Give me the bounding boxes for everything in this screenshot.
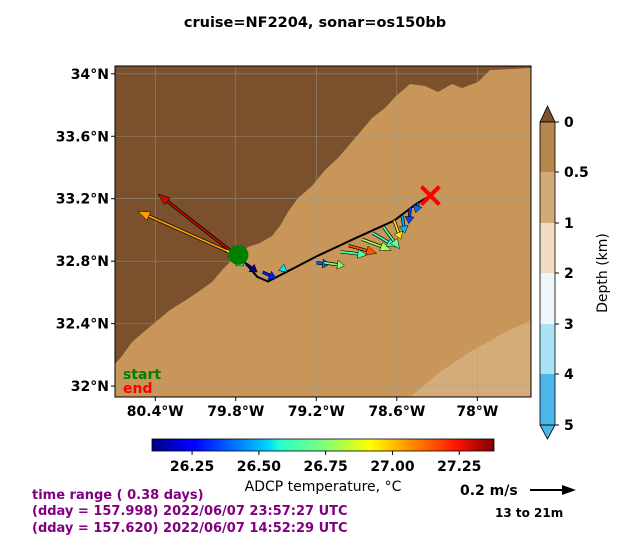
- scale-depth-range: 13 to 21m: [495, 506, 563, 520]
- legend-start: start: [123, 367, 161, 383]
- temp-tick-label: 26.25: [170, 459, 214, 475]
- scale-arrow-head: [562, 485, 576, 495]
- deep-water-area: [410, 320, 531, 397]
- lon-tick-label: 80.4°W: [127, 404, 184, 420]
- depth-tick-label: 4: [564, 367, 574, 383]
- lat-tick-label: 32°N: [71, 379, 109, 395]
- depth-tick-label: 0.5: [564, 165, 589, 181]
- depth-tick-label: 0: [564, 115, 574, 131]
- depth-band: [540, 374, 555, 425]
- velocity-vector: [245, 262, 258, 273]
- end-marker: [419, 185, 441, 207]
- velocity-vector: [398, 215, 409, 234]
- depth-tick-label: 3: [564, 317, 574, 333]
- time-start: (dday = 157.620) 2022/06/07 14:52:29 UTC: [32, 521, 348, 536]
- velocity-vector: [277, 263, 288, 273]
- velocity-vector: [361, 237, 393, 251]
- time-range: time range ( 0.38 days): [32, 488, 204, 503]
- lon-tick-label: 79.8°W: [207, 404, 264, 420]
- latitude-axis: 34°N 33.6°N 33.2°N 32.8°N 32.4°N 32°N: [56, 67, 115, 395]
- depth-band: [540, 223, 555, 273]
- depth-tick-label: 1: [564, 216, 574, 232]
- temperature-gradient: [151, 438, 495, 452]
- velocity-vector: [137, 210, 237, 257]
- velocity-vector: [382, 225, 400, 250]
- velocity-vectors: [137, 193, 423, 280]
- time-info: time range ( 0.38 days) (dday = 157.998)…: [32, 488, 348, 536]
- map-panel: start end: [115, 66, 531, 397]
- velocity-vector: [261, 270, 277, 280]
- velocity-vector: [348, 244, 378, 256]
- start-marker: [228, 244, 249, 265]
- temp-tick-label: 26.50: [237, 459, 282, 475]
- depth-band: [540, 122, 555, 172]
- velocity-vector: [412, 202, 423, 214]
- lat-tick-label: 33.2°N: [56, 192, 109, 208]
- velocity-vector: [324, 259, 345, 270]
- lat-tick-label: 32.8°N: [56, 254, 109, 270]
- lat-tick-label: 32.4°N: [56, 317, 109, 333]
- depth-colorbar-extend-top: [539, 105, 556, 123]
- depth-band: [540, 324, 555, 374]
- map-frame: [114, 65, 532, 398]
- scale-label: 0.2 m/s: [460, 483, 518, 499]
- temp-tick-label: 27.00: [370, 459, 415, 475]
- map-grid: [115, 66, 531, 397]
- scale-key: 0.2 m/s 13 to 21m: [460, 483, 576, 520]
- chart-title: cruise=NF2204, sonar=os150bb: [184, 15, 446, 31]
- lon-tick-label: 79.2°W: [288, 404, 345, 420]
- velocity-vector: [404, 207, 415, 225]
- temp-tick-label: 27.25: [437, 459, 481, 475]
- legend-end: end: [123, 381, 152, 397]
- lon-tick-label: 78°W: [456, 404, 498, 420]
- depth-band: [540, 273, 555, 324]
- temperature-colorbar: 26.25 26.50 26.75 27.00 27.25 ADCP temperatu…: [151, 438, 495, 495]
- velocity-vector: [157, 193, 237, 257]
- depth-colorbar-extend-bottom: [539, 424, 556, 440]
- velocity-vector: [392, 220, 404, 240]
- temp-tick-label: 26.75: [304, 459, 348, 475]
- longitude-axis: 80.4°W 79.8°W 79.2°W 78.6°W 78°W: [127, 397, 498, 420]
- lat-tick-label: 33.6°N: [56, 129, 109, 145]
- depth-tick-label: 2: [564, 266, 574, 282]
- depth-colorbar: 0 0.5 1 2 3 4 5 Depth (km): [539, 105, 611, 440]
- lon-tick-label: 78.6°W: [368, 404, 425, 420]
- depth-colorbar-label: Depth (km): [595, 233, 611, 313]
- temperature-colorbar-label: ADCP temperature, °C: [245, 479, 402, 495]
- time-end: (dday = 157.998) 2022/06/07 23:57:27 UTC: [32, 504, 348, 519]
- velocity-vector: [340, 248, 368, 259]
- coastline-land: [115, 66, 531, 364]
- depth-band: [540, 172, 555, 223]
- lat-tick-label: 34°N: [71, 67, 109, 83]
- depth-tick-label: 5: [564, 418, 574, 434]
